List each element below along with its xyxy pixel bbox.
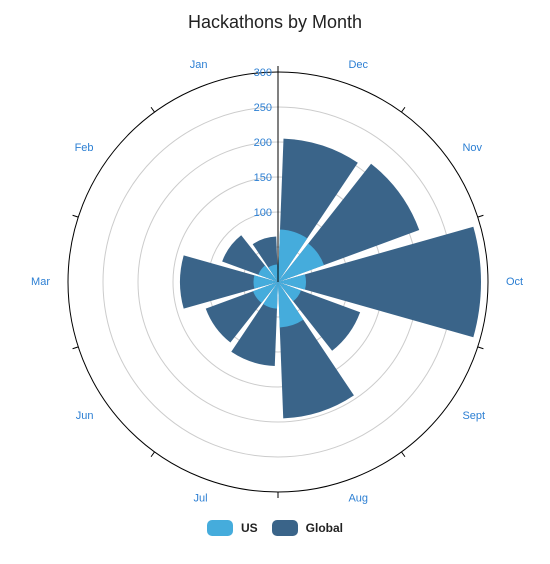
bar-global-mar[interactable] xyxy=(179,255,278,309)
month-label-nov: Nov xyxy=(462,142,482,154)
legend-label-global: Global xyxy=(305,521,343,535)
month-label-sept: Sept xyxy=(462,410,485,422)
month-label-dec: Dec xyxy=(348,59,368,71)
legend-item-us[interactable]: US xyxy=(206,520,258,536)
month-label-aug: Aug xyxy=(348,493,368,505)
radial-tick-label: 300 xyxy=(254,67,272,79)
month-label-jul: Jul xyxy=(193,493,207,505)
legend-label-us: US xyxy=(240,521,258,535)
bar-us-dec[interactable] xyxy=(278,229,308,282)
bar-us-oct[interactable] xyxy=(278,274,306,290)
bar-us-jun[interactable] xyxy=(253,282,278,303)
angular-tick xyxy=(72,214,79,218)
angular-tick xyxy=(401,451,406,458)
angular-tick xyxy=(401,106,406,113)
radial-tick-label: 100 xyxy=(254,207,272,219)
bar-us-mar[interactable] xyxy=(253,275,278,289)
legend-swatch-us xyxy=(206,520,233,536)
bar-global-oct[interactable] xyxy=(278,226,481,338)
bar-us-jan[interactable] xyxy=(268,264,278,282)
month-label-mar: Mar xyxy=(31,276,50,288)
global-bars xyxy=(179,138,481,419)
bar-us-jul[interactable] xyxy=(263,282,278,309)
bar-global-sept[interactable] xyxy=(278,282,361,351)
month-label-jun: Jun xyxy=(76,410,94,422)
bar-us-feb[interactable] xyxy=(258,265,278,283)
radial-tick-labels: 100 150 200 250 300 xyxy=(254,67,272,219)
chart-title: Hackathons by Month xyxy=(187,12,363,32)
radial-tick-label: 250 xyxy=(254,102,272,114)
radial-tick-label: 200 xyxy=(254,137,272,149)
polar-bar-chart: Dec Nov Oct Sept Aug Jul Jun Mar Feb Jan 100 150 20… xyxy=(31,59,523,505)
month-labels: Dec Nov Oct Sept Aug Jul Jun Mar Feb Jan xyxy=(31,59,523,505)
angular-tick xyxy=(150,106,155,113)
angular-tick xyxy=(150,451,155,458)
legend: US Global xyxy=(0,520,550,536)
month-label-oct: Oct xyxy=(506,276,523,288)
legend-swatch-global xyxy=(271,520,298,536)
angular-tick xyxy=(477,214,484,218)
angular-axis xyxy=(67,66,489,498)
angular-tick xyxy=(477,346,484,350)
bar-us-aug[interactable] xyxy=(278,282,304,328)
bar-us-sept[interactable] xyxy=(278,282,301,302)
radial-tick-label: 150 xyxy=(254,172,272,184)
bar-us-nov[interactable] xyxy=(278,243,324,282)
month-label-jan: Jan xyxy=(190,59,208,71)
us-bars xyxy=(253,229,324,328)
legend-item-global[interactable]: Global xyxy=(271,520,343,536)
month-label-feb: Feb xyxy=(75,142,94,154)
angular-tick xyxy=(72,346,79,350)
